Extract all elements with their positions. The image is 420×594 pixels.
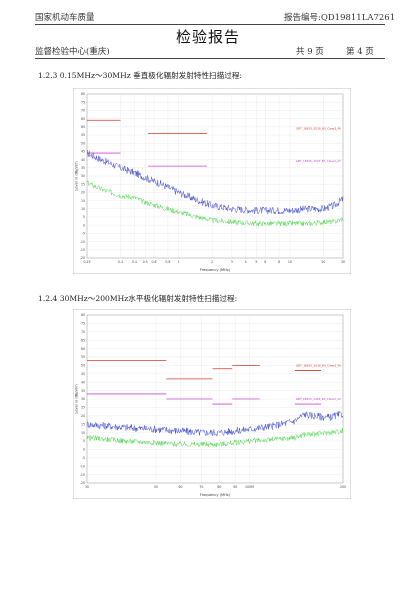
x-tick-label: 5 xyxy=(255,260,257,264)
header-rule-bottom xyxy=(35,58,385,59)
y-tick-label: 25 xyxy=(81,406,85,410)
y-axis-label: Level in dBμV/m xyxy=(75,161,79,191)
legend-average: GBT_18655_2018_B3_Class3_AV xyxy=(296,159,341,163)
y-tick-label: 50 xyxy=(81,364,85,368)
x-tick-label: 30 xyxy=(85,485,89,489)
y-tick-label: 10 xyxy=(81,431,85,435)
trace-average xyxy=(86,428,344,448)
x-tick-label: 0.6 xyxy=(151,260,156,264)
legend-average: GBT_18655_2018_B3_Class3_AV xyxy=(296,397,341,401)
y-tick-label: 80 xyxy=(81,313,85,317)
y-tick-label: 65 xyxy=(81,338,85,342)
trace-peak xyxy=(86,410,344,437)
y-axis-label: Level in dBμV/m xyxy=(75,384,79,414)
x-tick-label: 0.8 xyxy=(165,260,170,264)
trace-average xyxy=(86,180,344,227)
y-tick-label: 60 xyxy=(81,347,85,351)
y-tick-label: 55 xyxy=(81,355,85,359)
section-label-vertical: 1.2.3 0.15MHz～30MHz 垂直极化辐射发射特性扫描过程: xyxy=(38,71,242,80)
header-rule-top xyxy=(35,24,385,25)
x-tick-label: 1 xyxy=(178,260,180,264)
x-tick-label: 2 xyxy=(211,260,213,264)
x-tick-label: 60 xyxy=(179,485,183,489)
y-tick-label: 40 xyxy=(81,380,85,384)
y-tick-label: -10 xyxy=(80,464,85,468)
report-number-label: 报告编号: xyxy=(284,13,321,23)
y-tick-label: 45 xyxy=(81,150,85,154)
report-number: 报告编号:QD19811LA7261 xyxy=(284,11,395,23)
y-tick-label: 5 xyxy=(83,439,85,443)
x-tick-label: 100M xyxy=(245,485,254,489)
y-tick-label: 65 xyxy=(81,117,85,121)
y-tick-label: -5 xyxy=(82,232,85,236)
x-tick-label: 10 xyxy=(288,260,292,264)
y-tick-label: 80 xyxy=(81,92,85,96)
y-tick-label: 0 xyxy=(83,448,85,452)
y-tick-label: 25 xyxy=(81,182,85,186)
y-tick-label: 30 xyxy=(81,397,85,401)
y-tick-label: -10 xyxy=(80,240,85,244)
y-tick-label: -15 xyxy=(80,473,85,477)
x-tick-label: 0.3 xyxy=(118,260,123,264)
page-title: 检验报告 xyxy=(176,28,241,46)
y-tick-label: 0 xyxy=(83,223,85,227)
org-name-line1: 国家机动车质量 xyxy=(35,13,95,23)
x-tick-label: 20 xyxy=(321,260,325,264)
section-label-horizontal: 1.2.4 30MHz～200MHz水平极化辐射发射特性扫描过程: xyxy=(38,294,238,303)
y-tick-label: 55 xyxy=(81,133,85,137)
x-tick-label: 3 xyxy=(231,260,233,264)
y-tick-label: -15 xyxy=(80,248,85,252)
y-tick-label: 40 xyxy=(81,158,85,162)
y-tick-label: 15 xyxy=(81,422,85,426)
x-tick-label: 200 xyxy=(340,485,346,489)
x-axis-label: Frequency (MHz) xyxy=(200,268,231,272)
y-tick-label: -20 xyxy=(80,481,85,485)
y-tick-label: 75 xyxy=(81,100,85,104)
y-tick-label: 70 xyxy=(81,330,85,334)
y-tick-label: 5 xyxy=(83,215,85,219)
y-tick-label: 75 xyxy=(81,322,85,326)
y-tick-label: 60 xyxy=(81,125,85,129)
y-tick-label: 10 xyxy=(81,207,85,211)
org-name-line2: 监督检验中心(重庆) xyxy=(35,47,110,57)
chart-horizontal-polarization: -20 -15 -10 -5 0 5 10 15 20 25 30 35 40 45 50 55 60 65 70 7… xyxy=(73,309,351,499)
x-tick-label: 6 xyxy=(264,260,266,264)
y-tick-label: -20 xyxy=(80,256,85,260)
x-tick-label: 8 xyxy=(278,260,280,264)
x-tick-label: 80 xyxy=(217,485,221,489)
chart-vertical-polarization: -20-15-10-505101520253035404550556065707… xyxy=(73,88,351,274)
x-tick-label: 4 xyxy=(245,260,247,264)
y-tick-label: -5 xyxy=(82,456,85,460)
y-tick-label: 30 xyxy=(81,174,85,178)
y-tick-label: 20 xyxy=(81,191,85,195)
report-number-value: QD19811LA7261 xyxy=(320,13,396,23)
y-tick-label: 20 xyxy=(81,414,85,418)
x-tick-label: 0.15 xyxy=(83,260,90,264)
y-tick-label: 35 xyxy=(81,389,85,393)
y-tick-label: 50 xyxy=(81,141,85,145)
total-pages: 共 9 页 xyxy=(296,47,324,57)
x-tick-label: 0.5 xyxy=(143,260,148,264)
x-tick-label: 30 xyxy=(341,260,345,264)
x-tick-label: 90 xyxy=(233,485,237,489)
x-tick-label: 0.4 xyxy=(132,260,137,264)
x-axis-label: Frequency (MHz) xyxy=(200,493,231,497)
page-number: 第 4 页 xyxy=(346,47,374,57)
y-tick-label: 70 xyxy=(81,109,85,113)
x-tick-label: 50 xyxy=(154,485,158,489)
y-tick-label: 35 xyxy=(81,166,85,170)
x-tick-label: 70 xyxy=(199,485,203,489)
y-tick-label: 15 xyxy=(81,199,85,203)
y-tick-label: 45 xyxy=(81,372,85,376)
legend-peak: GBT_18655_2018_B3_Class3_Pk xyxy=(296,363,341,367)
trace-peak xyxy=(86,149,344,215)
legend-peak: GBT_18655_2018_B3_Class3_Pk xyxy=(296,126,341,130)
